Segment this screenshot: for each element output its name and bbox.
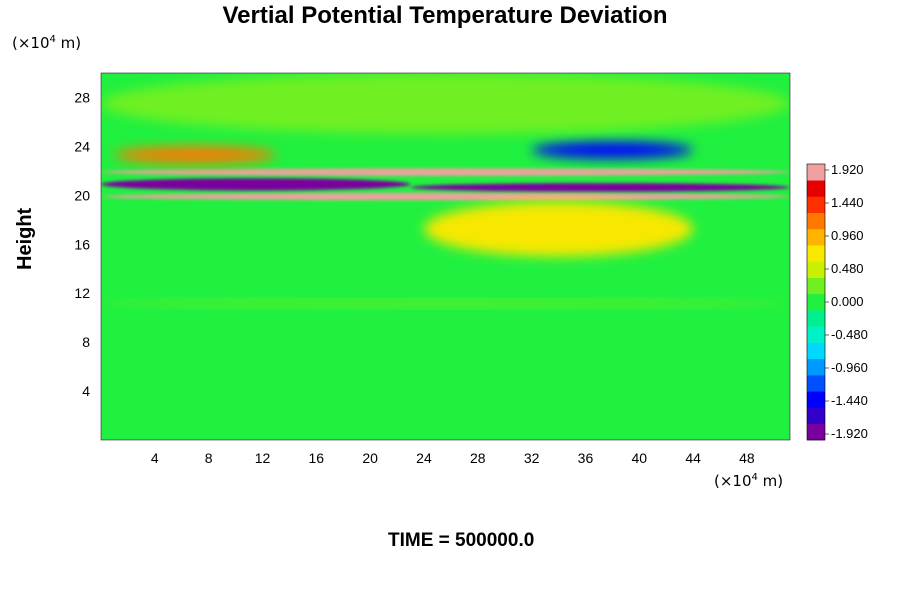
colorbar-segment [807,245,825,262]
colorbar-segment [807,358,825,376]
colorbar-segment [807,423,825,441]
x-tick-label: 24 [416,450,432,466]
colorbar-segment [807,164,825,181]
heatmap-feature-1 [101,192,790,201]
colorbar-segment [807,277,825,295]
y-tick-label: 20 [74,187,90,203]
x-tick-label: 16 [309,450,325,466]
colorbar-segment [807,342,825,360]
heatmap-feature-5 [531,141,694,159]
x-tick-label: 48 [739,450,755,466]
x-axis-unit: (×104 m) [714,472,784,490]
heatmap-feature-3 [410,183,790,192]
colorbar-label: -1.920 [831,426,868,441]
colorbar-label: 1.440 [831,195,864,210]
heatmap-feature-8 [101,73,790,135]
colorbar-segment [807,407,825,425]
y-tick-label: 24 [74,138,90,154]
colorbar-segment [807,375,825,392]
colorbar-label: 0.960 [831,228,864,243]
x-tick-label: 8 [205,450,213,466]
y-tick-label: 8 [82,334,90,350]
colorbar-label: -0.480 [831,327,868,342]
heatmap-field [101,73,790,440]
colorbar-segment [807,196,825,214]
heatmap-background [101,73,790,440]
x-tick-label: 20 [362,450,378,466]
colorbar-segment [807,293,825,311]
colorbar-segment [807,212,825,230]
time-label: TIME = 500000.0 [388,530,535,551]
y-tick-label: 4 [82,383,90,399]
colorbar-segment [807,310,825,327]
colorbar-label: -0.960 [831,360,868,375]
heatmap-feature-6 [423,201,694,257]
colorbar-label: -1.440 [831,393,868,408]
colorbar-label: 1.920 [831,162,864,177]
y-tick-label: 16 [74,236,90,252]
y-tick-label: 12 [74,285,90,301]
colorbar-segment [807,391,825,408]
x-tick-labels: 4 8 12 16 20 24 28 32 36 40 44 48 [151,450,755,466]
y-tick-label: 28 [74,89,90,105]
y-axis-unit: (×104 m) [12,34,82,52]
colorbar: 1.920 1.440 0.960 0.480 0.000 -0.480 -0.960 -1.… [806,162,868,441]
x-tick-label: 36 [578,450,594,466]
heatmap-feature-0 [101,168,790,176]
colorbar-label: 0.480 [831,261,864,276]
colorbar-segment [807,180,825,197]
heatmap-feature-4 [114,146,276,164]
heatmap-feature-2 [101,178,411,191]
x-tick-label: 32 [524,450,540,466]
y-tick-labels: 4 8 12 16 20 24 28 [74,89,90,399]
colorbar-label: 0.000 [831,294,864,309]
colorbar-segment [807,261,825,278]
colorbar-segment [807,228,825,246]
x-tick-label: 40 [631,450,647,466]
x-tick-label: 12 [255,450,271,466]
heatmap-feature-7 [101,300,790,307]
plot-frame [100,72,791,441]
x-tick-label: 28 [470,450,486,466]
x-tick-label: 4 [151,450,159,466]
chart-title: Vertial Potential Temperature Deviation [222,2,668,29]
colorbar-segment [807,326,825,343]
x-tick-label: 44 [685,450,701,466]
